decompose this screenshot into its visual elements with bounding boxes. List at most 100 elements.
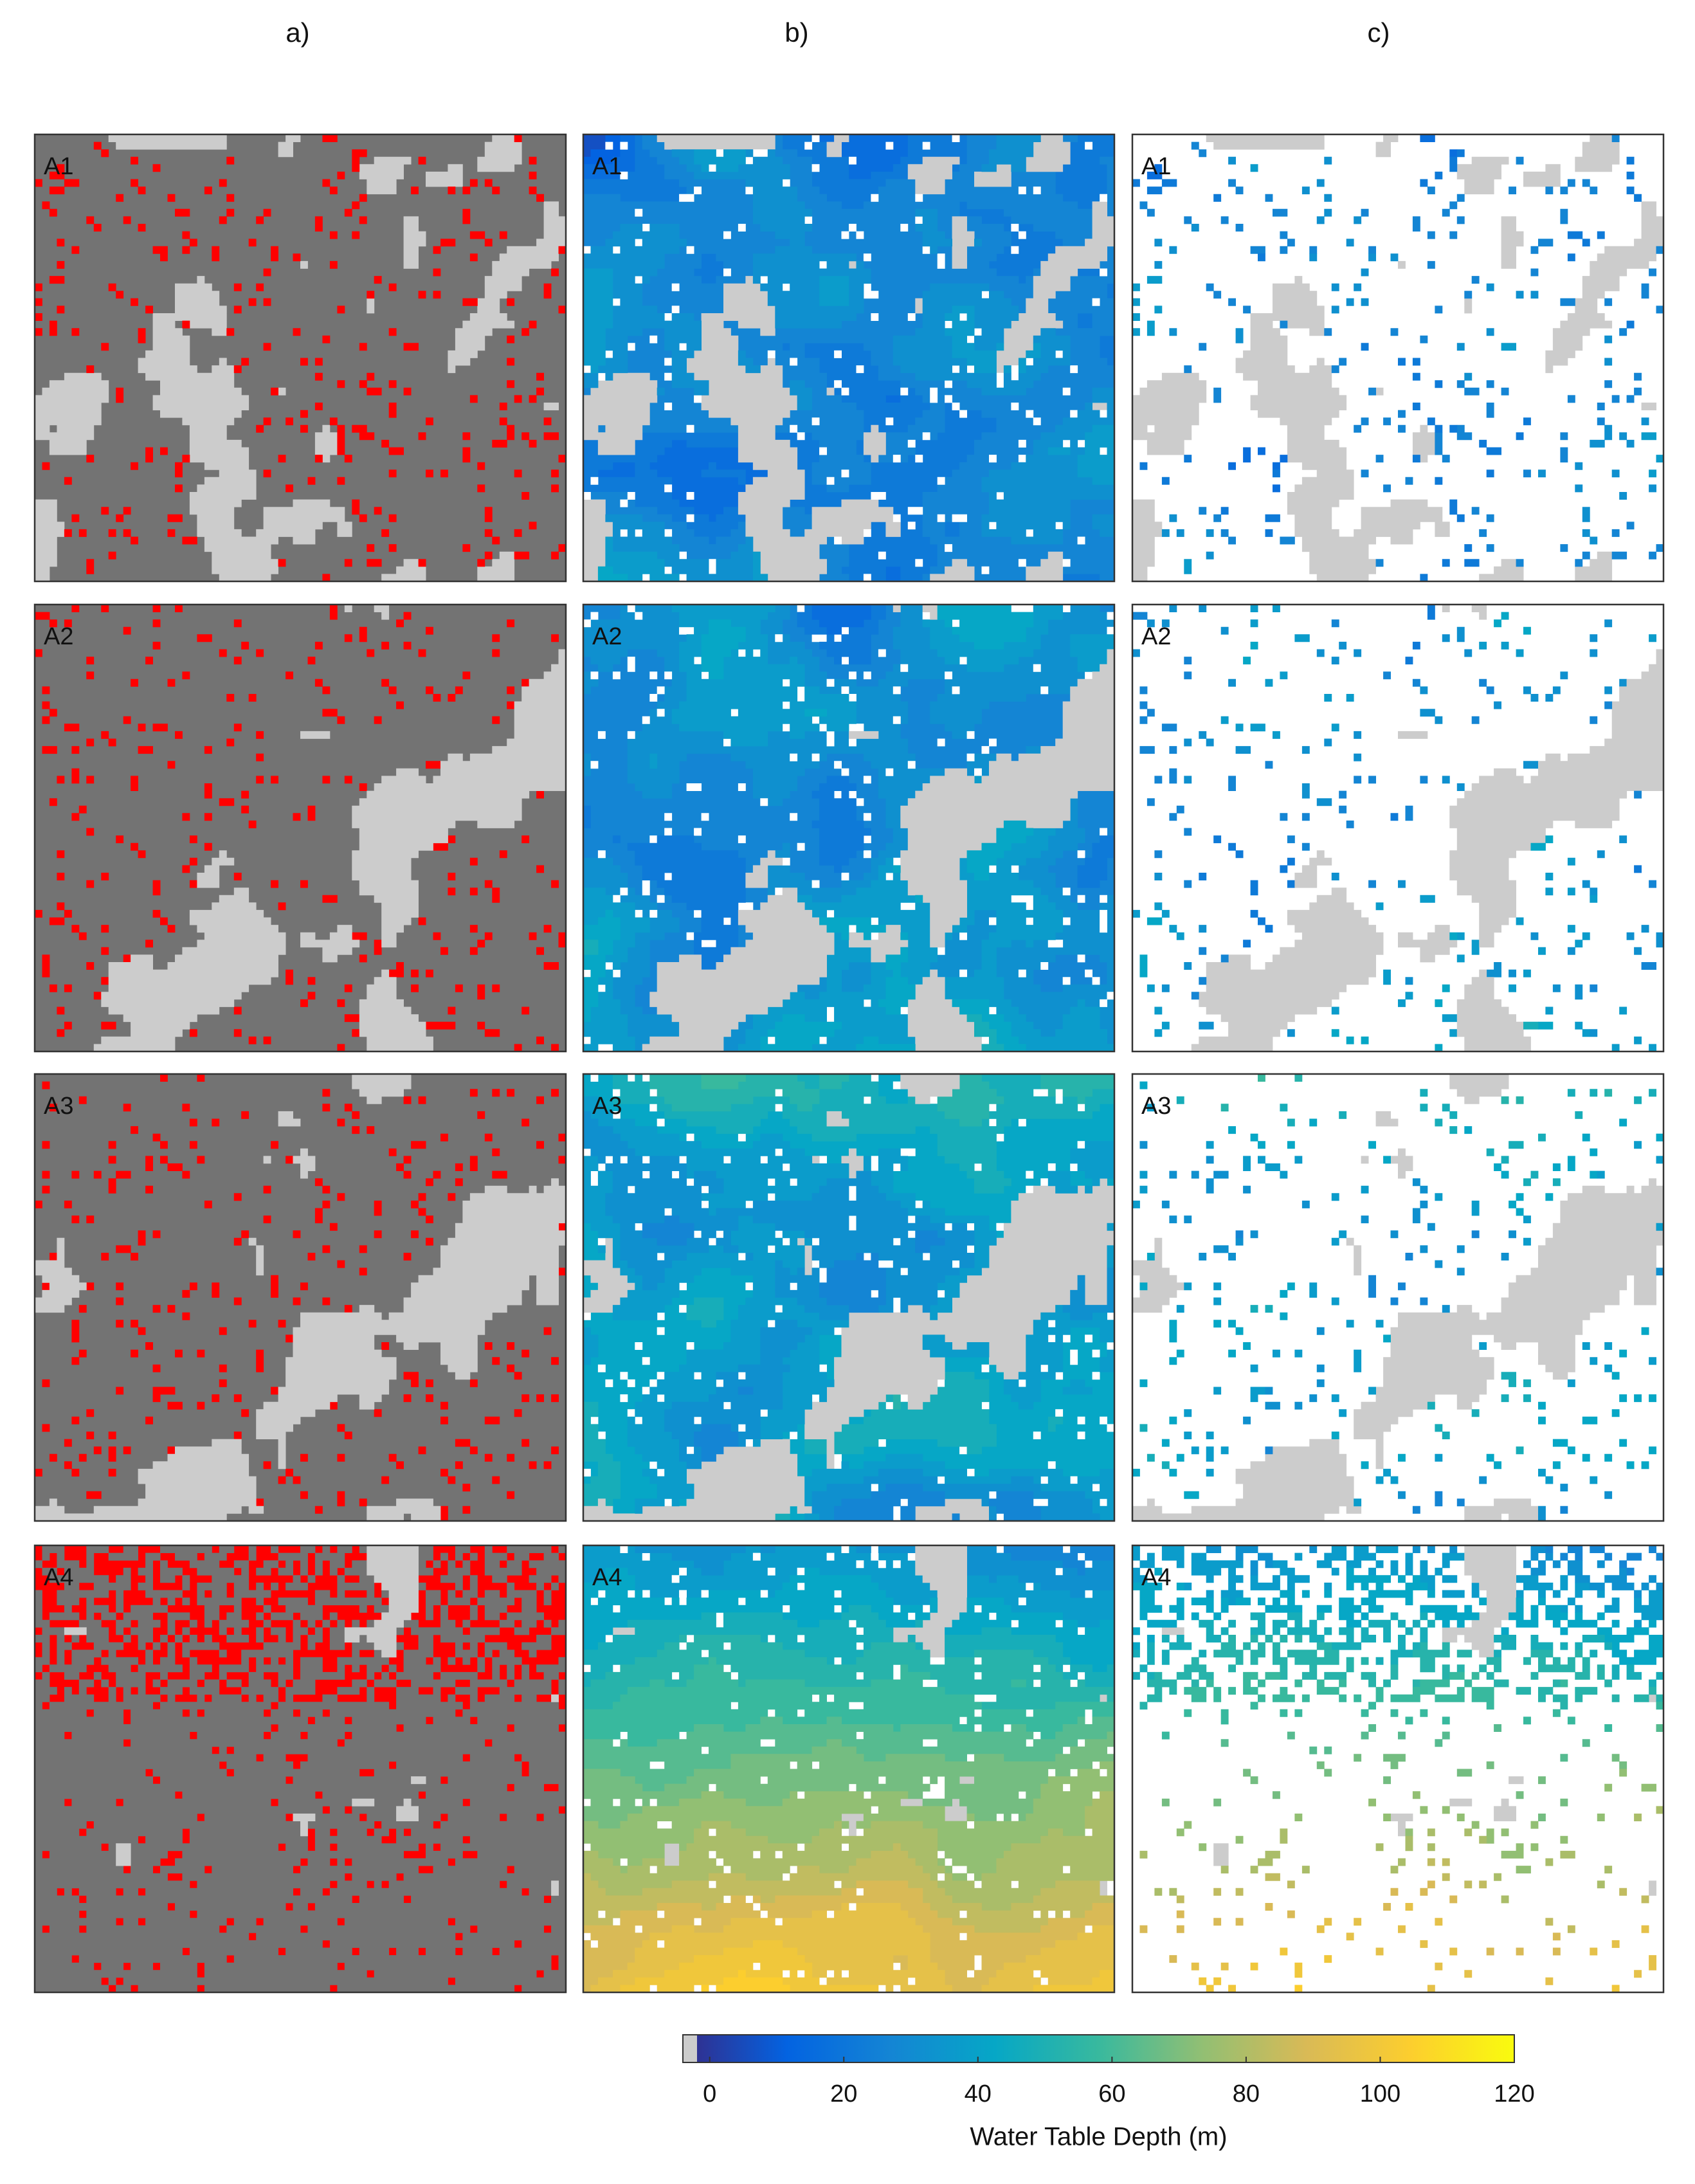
raster-cells xyxy=(35,605,567,1052)
panel-label: A2 xyxy=(1141,623,1171,650)
raster-cells xyxy=(701,1074,746,1089)
colorbar-tick-label: 60 xyxy=(1098,2080,1125,2107)
panel-label: A1 xyxy=(592,153,622,180)
panel-frame xyxy=(582,603,1116,1053)
panel-frame xyxy=(33,133,567,583)
panel-frame xyxy=(582,1073,1116,1522)
raster-cells xyxy=(583,149,1115,582)
raster-cells xyxy=(642,605,1115,1052)
raster-cells xyxy=(583,1605,1115,1688)
map-panel: A2 xyxy=(1131,603,1665,1053)
map-panel: A4 xyxy=(1131,1544,1665,1994)
panel-frame xyxy=(1131,1073,1665,1522)
raster-cells xyxy=(642,1215,1041,1522)
raster-cells xyxy=(1132,1081,1664,1499)
panel-frame xyxy=(33,1544,567,1994)
raster-cells xyxy=(583,605,1034,1052)
panel-label: A1 xyxy=(44,153,73,180)
raster-cells xyxy=(583,134,606,158)
raster-cells xyxy=(1161,1671,1664,1740)
raster-cells xyxy=(1003,1545,1115,1576)
raster-cells xyxy=(35,134,567,582)
panel-label: A1 xyxy=(1141,153,1171,180)
panel-label: A4 xyxy=(1141,1564,1171,1591)
raster-cells xyxy=(1132,149,1642,582)
raster-cells xyxy=(583,1791,1115,1911)
raster-cells xyxy=(1161,1754,1627,1821)
raster-cells xyxy=(583,1111,1115,1522)
raster-cells xyxy=(1191,605,1664,1052)
raster-cells xyxy=(1139,1089,1656,1470)
panel-label: A4 xyxy=(44,1564,73,1591)
raster-cells xyxy=(583,1731,1115,1829)
raster-cells xyxy=(635,1545,1115,1598)
raster-cells xyxy=(583,605,1115,1015)
panel-frame xyxy=(33,1073,567,1522)
colorbar-tick-label: 120 xyxy=(1494,2080,1534,2107)
panel-frame xyxy=(1131,603,1665,1053)
raster-cells xyxy=(649,1074,1115,1410)
colorbar-label: Water Table Depth (m) xyxy=(970,2123,1227,2151)
raster-cells xyxy=(35,1545,567,1993)
raster-cells xyxy=(590,1903,1115,1993)
panel-label: A2 xyxy=(44,623,73,650)
map-panel: A3 xyxy=(1131,1073,1665,1522)
panel-frame xyxy=(1131,133,1665,583)
raster-cells xyxy=(1545,1545,1664,1576)
raster-cells xyxy=(811,605,871,635)
raster-cells xyxy=(1294,1985,1303,1993)
raster-cells xyxy=(1523,1021,1539,1030)
map-panel: A2 xyxy=(582,603,1116,1053)
panel-label: A3 xyxy=(592,1093,622,1120)
colorbar-gradient xyxy=(683,2035,1514,2062)
raster-cells xyxy=(35,134,567,582)
raster-cells xyxy=(583,1545,1115,1628)
raster-cells xyxy=(583,1761,1115,1881)
raster-cells xyxy=(35,1074,567,1522)
raster-cells xyxy=(583,1716,1115,1792)
map-panel: A1 xyxy=(582,133,1116,583)
column-label: b) xyxy=(784,17,808,48)
panel-label: A4 xyxy=(592,1564,622,1591)
colorbar-nodata xyxy=(683,2035,697,2062)
raster-cells xyxy=(583,1635,1115,1710)
map-panel: A4 xyxy=(582,1544,1116,1994)
raster-cells xyxy=(1176,1769,1656,1874)
panel-frame xyxy=(1131,1544,1665,1994)
colorbar-tick-label: 100 xyxy=(1360,2080,1400,2107)
raster-cells xyxy=(1132,1074,1664,1522)
raster-cells xyxy=(1132,1612,1664,1688)
raster-cells xyxy=(583,1880,1115,1993)
panel-label: A3 xyxy=(44,1093,73,1120)
raster-cells xyxy=(583,1074,1115,1522)
raster-cells xyxy=(1206,1545,1664,1598)
raster-cells xyxy=(583,1096,1115,1522)
map-panel: A3 xyxy=(582,1073,1116,1522)
raster-cells xyxy=(1258,1074,1265,1082)
raster-cells xyxy=(1220,1724,1664,1762)
raster-cells xyxy=(1139,1635,1664,1710)
raster-cells xyxy=(1139,1880,1561,1963)
map-panel: A1 xyxy=(1131,133,1665,583)
map-panel: A4 xyxy=(33,1544,567,1994)
raster-cells xyxy=(597,566,628,582)
raster-cells xyxy=(583,605,1115,970)
panel-label: A3 xyxy=(1141,1093,1171,1120)
colorbar-tick-label: 80 xyxy=(1233,2080,1260,2107)
colorbar-frame xyxy=(682,2034,1515,2063)
raster-cells xyxy=(1132,1545,1664,1628)
column-label: c) xyxy=(1368,17,1390,48)
raster-cells xyxy=(583,134,909,582)
colorbar-tick-label: 20 xyxy=(830,2080,857,2107)
column-label: a) xyxy=(286,17,309,48)
raster-cells xyxy=(1235,1230,1568,1514)
colorbar-tick-label: 40 xyxy=(965,2080,992,2107)
raster-cells xyxy=(1132,134,1664,582)
map-panel: A3 xyxy=(33,1073,567,1522)
colorbar-tick-label: 0 xyxy=(703,2080,716,2107)
raster-cells xyxy=(583,605,1115,1052)
raster-cells xyxy=(1191,1903,1656,1993)
panel-frame xyxy=(582,1544,1116,1994)
